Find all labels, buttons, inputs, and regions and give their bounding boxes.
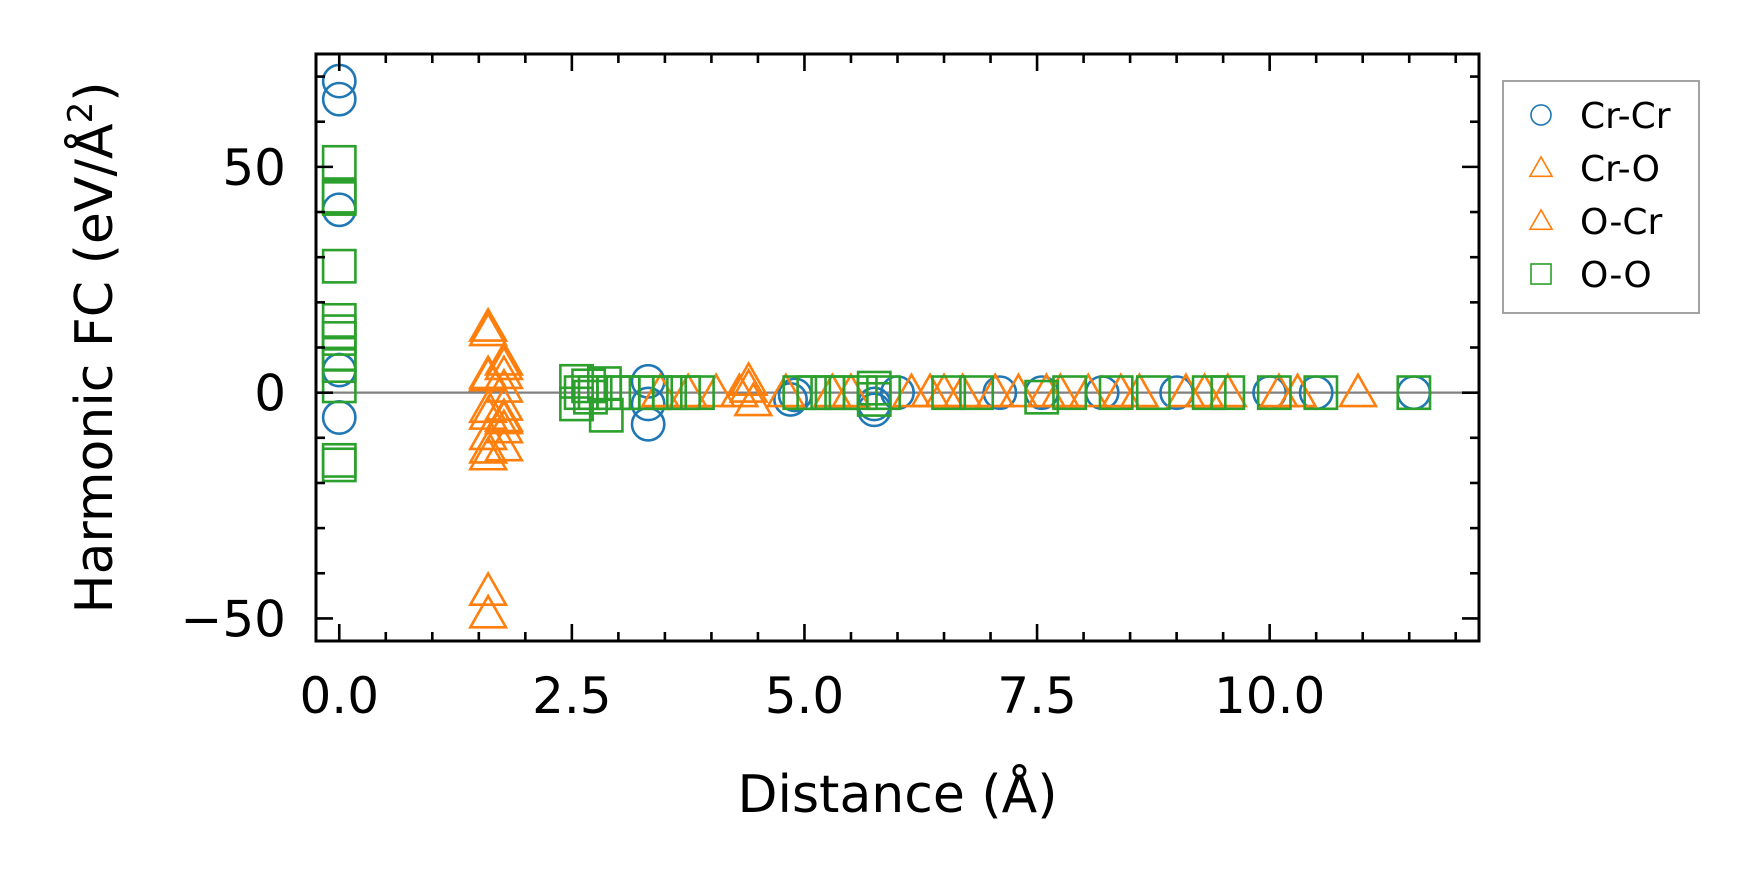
point-cr-o-21: [765, 372, 806, 408]
point-o-o-2: [321, 181, 357, 216]
data-points: [321, 63, 1432, 629]
legend-label-cr-o: Cr-O: [1580, 149, 1660, 190]
point-cr-cr-2: [321, 192, 357, 228]
point-o-o-5: [321, 314, 357, 350]
point-cr-o-16: [483, 426, 525, 462]
legend-marker-o-o: [1530, 263, 1552, 285]
point-cr-o-17: [668, 372, 709, 408]
point-o-o-40: [1135, 375, 1171, 411]
point-o-o-4: [321, 302, 357, 338]
point-cr-o-8: [468, 570, 509, 607]
point-o-o-42: [1210, 375, 1246, 411]
x-tick-label-3: 7.5: [997, 667, 1077, 725]
y-axis-label-main: Harmonic FC (eV/Å: [63, 123, 125, 614]
point-o-o-1: [321, 178, 357, 214]
y-axis-label-superscript: 2: [61, 102, 101, 124]
point-cr-cr-6: [630, 386, 666, 422]
point-cr-o-20: [733, 381, 774, 417]
point-o-cr-3: [640, 372, 681, 408]
legend-marker-o-cr: [1528, 208, 1554, 231]
point-o-o-43: [1256, 375, 1292, 411]
axis-ticks: [316, 54, 1479, 641]
point-o-o-9: [321, 368, 357, 404]
point-cr-o-13: [483, 385, 525, 421]
y-tick-label-2: 50: [222, 139, 286, 197]
point-cr-o-18: [695, 372, 737, 408]
point-o-cr-6: [923, 372, 965, 408]
point-o-o-38: [1052, 375, 1088, 411]
point-o-o-34: [866, 375, 901, 411]
point-o-cr-4: [719, 372, 760, 408]
point-cr-o-35: [1277, 372, 1318, 408]
point-cr-o-26: [942, 372, 983, 408]
point-o-cr-0: [468, 354, 509, 390]
point-o-o-3: [321, 248, 357, 284]
point-cr-o-9: [468, 593, 509, 629]
point-o-cr-5: [728, 367, 769, 403]
point-o-o-37: [1024, 379, 1060, 415]
point-cr-o-6: [468, 428, 509, 464]
point-o-cr-1: [483, 340, 525, 376]
x-tick-label-2: 5.0: [765, 667, 845, 725]
point-o-cr-7: [1026, 372, 1067, 408]
point-cr-o-31: [1119, 372, 1160, 408]
point-cr-o-0: [468, 306, 509, 342]
point-cr-o-30: [1068, 372, 1109, 408]
point-o-cr-8: [1100, 372, 1141, 408]
point-o-o-8: [321, 348, 357, 384]
y-tick-label-1: 0: [254, 365, 286, 423]
point-cr-o-3: [468, 387, 509, 424]
y-axis-label: Harmonic FC (eV/Å2): [61, 81, 125, 613]
point-o-o-44: [1303, 375, 1339, 411]
point-cr-cr-7: [630, 406, 666, 442]
point-o-cr-9: [1184, 372, 1225, 408]
y-axis-label-close: ): [65, 81, 125, 101]
point-cr-o-10: [483, 345, 525, 381]
point-cr-o-7: [468, 435, 509, 471]
x-tick-label-1: 2.5: [532, 667, 612, 725]
point-cr-o-28: [998, 372, 1039, 408]
legend-box: [1502, 80, 1700, 314]
legend-marker-cr-cr: [1530, 104, 1552, 126]
point-cr-o-27: [975, 372, 1016, 408]
plot-frame: [314, 52, 1481, 643]
point-o-o-31: [842, 375, 878, 411]
point-cr-o-1: [468, 311, 509, 347]
point-o-o-45: [1396, 375, 1432, 411]
legend: Cr-Cr Cr-O O-Cr O-O: [1502, 80, 1700, 314]
point-o-o-35: [931, 375, 967, 411]
legend-label-o-cr: O-Cr: [1580, 202, 1662, 243]
legend-label-cr-cr: Cr-Cr: [1580, 96, 1671, 137]
x-axis-label: Distance (Å): [737, 763, 1057, 825]
point-o-o-26: [680, 375, 715, 411]
legend-label-o-o: O-O: [1580, 255, 1652, 296]
point-cr-cr-4: [321, 400, 357, 435]
point-cr-o-15: [483, 408, 525, 444]
point-cr-cr-1: [321, 81, 357, 117]
point-cr-o-36: [1337, 372, 1379, 408]
point-cr-o-33: [1207, 372, 1248, 408]
plot-area: [314, 52, 1481, 643]
point-o-o-13: [559, 386, 594, 422]
axis-labels: 0.0 2.5 5.0 7.5 10.0 −50 0 50 Distance (Å) Harmon…: [61, 81, 1325, 825]
point-o-cr-2: [483, 399, 525, 435]
point-cr-o-23: [830, 372, 872, 408]
x-tick-label-4: 10.0: [1214, 667, 1325, 725]
point-o-o-41: [1191, 375, 1227, 411]
point-cr-o-19: [728, 360, 769, 397]
point-o-o-11: [321, 447, 357, 483]
point-o-o-17: [577, 375, 613, 411]
point-o-o-0: [321, 144, 357, 180]
y-tick-label-0: −50: [180, 590, 286, 648]
legend-marker-cr-o: [1528, 155, 1554, 178]
point-o-o-36: [959, 375, 995, 411]
x-tick-label-0: 0.0: [299, 667, 379, 725]
point-o-o-39: [1098, 375, 1134, 411]
point-o-o-33: [856, 381, 892, 417]
